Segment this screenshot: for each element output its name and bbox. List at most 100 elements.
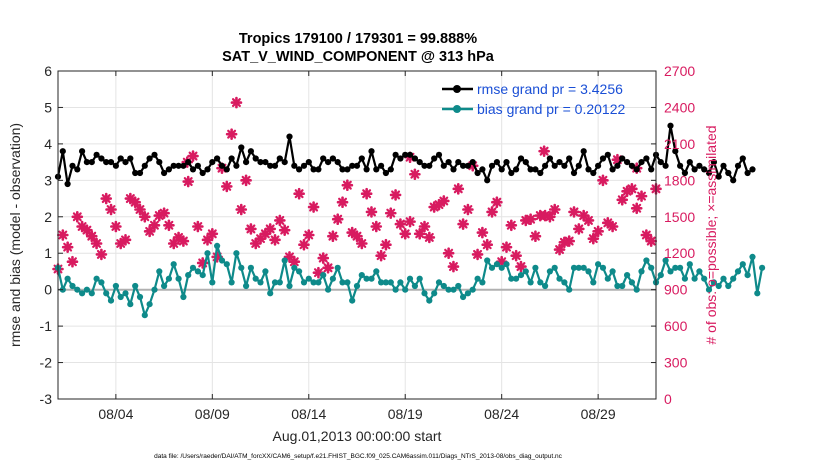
y-right-tick-label: 2400: [664, 99, 695, 115]
bias-point: [648, 264, 655, 271]
obs-marker: [442, 247, 455, 260]
obs-marker: [370, 220, 383, 233]
bias-point: [358, 272, 365, 279]
bias-point: [83, 286, 90, 293]
bias-point: [421, 290, 428, 297]
y-right-tick-label: 2700: [664, 63, 695, 79]
obs-marker: [544, 210, 556, 223]
rmse-point: [170, 162, 177, 169]
bias-point: [286, 282, 293, 290]
rmse-point: [93, 151, 100, 158]
rmse-point: [387, 166, 394, 173]
bias-point: [291, 264, 298, 271]
bias-point: [406, 275, 414, 282]
y-axis-left: -3 -2 -1 0 1 2 3 4 5 6: [40, 63, 63, 407]
rmse-point: [416, 159, 423, 166]
rmse-point: [614, 162, 621, 169]
obs-marker: [356, 237, 368, 250]
obs-marker: [606, 220, 619, 233]
rmse-point: [561, 162, 568, 169]
obs-marker: [139, 210, 151, 223]
bias-point: [469, 286, 476, 293]
bias-point: [677, 264, 684, 271]
bias-point: [508, 275, 515, 282]
bias-point: [141, 312, 148, 319]
rmse-point: [691, 166, 698, 173]
obs-marker: [240, 174, 252, 187]
obs-marker: [182, 175, 195, 188]
bias-point: [561, 279, 568, 286]
bias-point: [542, 282, 549, 290]
rmse-point: [64, 180, 71, 188]
rmse-point: [117, 155, 124, 162]
obs-marker: [331, 213, 344, 226]
rmse-point: [720, 162, 727, 169]
rmse-point: [373, 166, 380, 173]
bias-point: [431, 290, 438, 297]
bias-point: [310, 279, 317, 286]
bias-point: [271, 279, 279, 286]
bias-point: [136, 293, 144, 301]
rmse-point: [542, 162, 549, 169]
x-tick-label: 08/29: [581, 406, 616, 422]
bias-point: [710, 279, 718, 286]
obs-marker: [327, 230, 339, 243]
legend-rmse-label: rmse grand pr = 3.4256: [477, 81, 623, 97]
rmse-series: [54, 122, 756, 188]
obs-marker: [110, 220, 122, 233]
bias-point: [638, 268, 645, 275]
bias-point: [460, 293, 467, 301]
obs-marker: [148, 219, 161, 232]
y-axis-right-label: # of obs: o=possible; ×=assimilated: [703, 125, 719, 344]
rmse-point: [739, 155, 746, 162]
bias-point: [749, 253, 756, 260]
obs-marker: [375, 249, 387, 262]
bias-point: [556, 275, 563, 282]
rmse-point: [599, 155, 607, 162]
obs-marker: [529, 230, 542, 243]
obs-marker: [399, 227, 412, 240]
bias-point: [517, 272, 525, 279]
rmse-point: [667, 122, 674, 129]
obs-marker: [630, 202, 643, 215]
x-tick-label: 08/14: [291, 406, 326, 422]
obs-marker: [119, 234, 132, 246]
bias-point: [353, 282, 361, 290]
bias-point: [165, 275, 172, 282]
rmse-point: [151, 151, 158, 158]
obs-marker: [105, 203, 117, 216]
rmse-point: [233, 162, 240, 169]
rmse-point: [643, 155, 650, 162]
bias-point: [416, 275, 423, 282]
rmse-point: [165, 166, 172, 173]
rmse-point: [267, 162, 274, 169]
bias-point: [662, 257, 669, 264]
rmse-point: [484, 177, 491, 184]
rmse-point: [334, 159, 341, 166]
obs-marker: [269, 234, 281, 246]
rmse-point: [112, 162, 119, 169]
rmse-point: [305, 159, 312, 166]
rmse-point: [339, 166, 346, 173]
obs-marker: [486, 206, 498, 218]
obs-marker: [254, 232, 267, 245]
bias-point: [93, 275, 100, 282]
y-right-tick-label: 2100: [664, 136, 695, 152]
bias-point: [759, 264, 766, 271]
bias-point: [734, 268, 742, 275]
bias-point: [503, 261, 510, 268]
bias-point: [218, 257, 226, 264]
obs-marker: [307, 201, 320, 213]
bias-point: [739, 261, 746, 268]
obs-marker: [264, 223, 276, 235]
bias-point: [243, 282, 250, 290]
obs-marker: [360, 187, 373, 200]
bias-point: [170, 261, 177, 268]
x-tick-label: 08/24: [484, 406, 519, 422]
y-right-tick-label: 1500: [664, 209, 695, 225]
bias-point: [296, 268, 303, 275]
bias-point: [696, 268, 703, 275]
rmse-point: [710, 159, 718, 166]
bias-point: [686, 261, 693, 268]
